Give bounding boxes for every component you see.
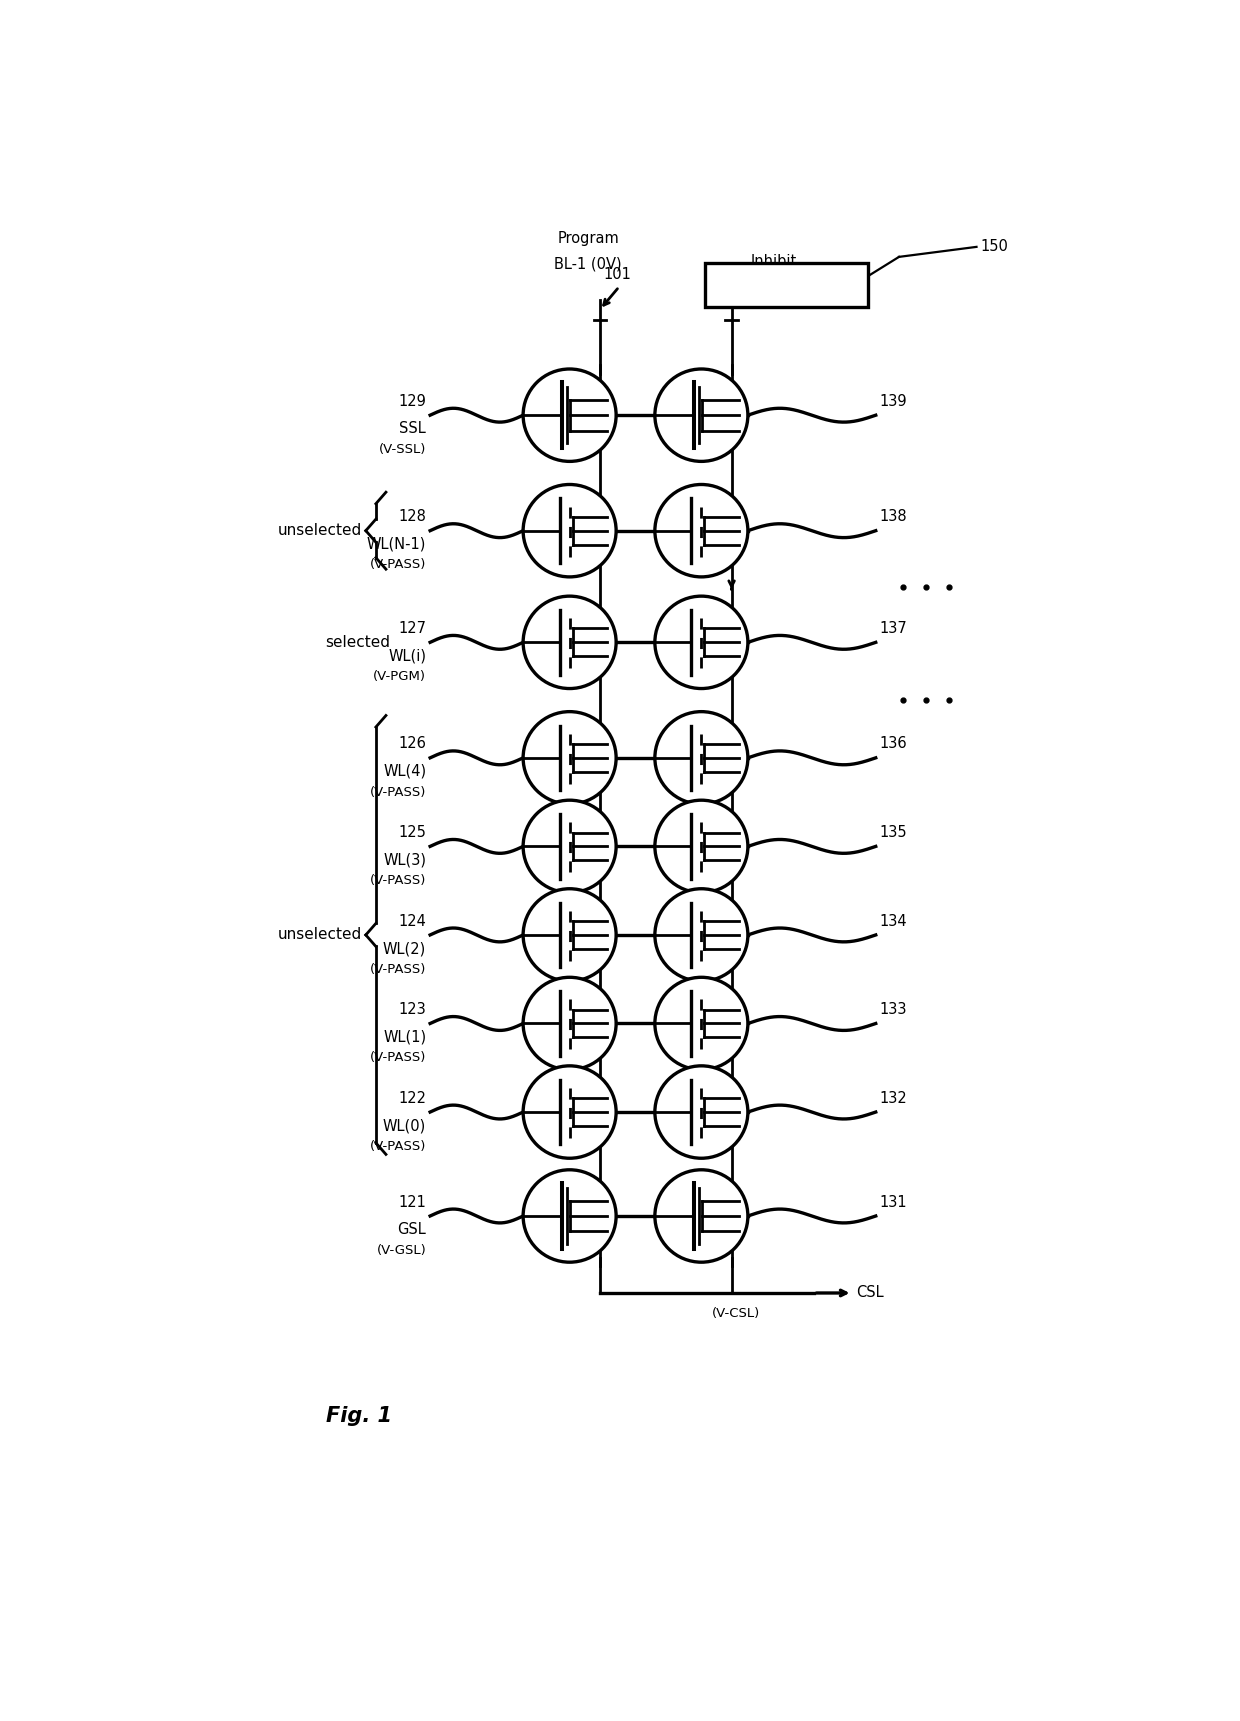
Circle shape bbox=[655, 888, 748, 981]
Circle shape bbox=[523, 1170, 616, 1261]
Text: 131: 131 bbox=[879, 1194, 908, 1210]
Text: Inhibit: Inhibit bbox=[751, 255, 797, 268]
Text: 133: 133 bbox=[879, 1002, 908, 1017]
Text: GSL: GSL bbox=[398, 1222, 427, 1237]
Text: 128: 128 bbox=[398, 509, 427, 525]
Text: (V-CSL): (V-CSL) bbox=[712, 1306, 760, 1320]
Text: selected: selected bbox=[325, 635, 391, 651]
Circle shape bbox=[655, 485, 748, 577]
Text: (V-PASS): (V-PASS) bbox=[370, 1052, 427, 1064]
Circle shape bbox=[655, 712, 748, 804]
Text: BL-1 (0V): BL-1 (0V) bbox=[554, 256, 622, 272]
Circle shape bbox=[655, 978, 748, 1070]
Circle shape bbox=[655, 1065, 748, 1158]
Circle shape bbox=[655, 368, 748, 461]
Text: 132: 132 bbox=[879, 1091, 908, 1105]
Text: (V-PASS): (V-PASS) bbox=[370, 874, 427, 886]
Text: WL(i): WL(i) bbox=[388, 649, 427, 664]
Text: BL-2 (V$_{BL}$): BL-2 (V$_{BL}$) bbox=[718, 274, 791, 293]
Text: (V-PASS): (V-PASS) bbox=[370, 558, 427, 571]
Circle shape bbox=[523, 595, 616, 688]
Text: 102: 102 bbox=[739, 268, 768, 284]
Text: Fig. 1: Fig. 1 bbox=[325, 1406, 392, 1427]
Text: 150: 150 bbox=[981, 239, 1008, 255]
Text: 135: 135 bbox=[879, 824, 908, 840]
Text: 137: 137 bbox=[879, 621, 908, 637]
Text: WL(4): WL(4) bbox=[383, 764, 427, 780]
Circle shape bbox=[523, 368, 616, 461]
Text: (V-SSL): (V-SSL) bbox=[379, 442, 427, 456]
Text: (V-PASS): (V-PASS) bbox=[370, 1139, 427, 1153]
Text: WL(N-1): WL(N-1) bbox=[367, 537, 427, 552]
Text: unselected: unselected bbox=[278, 523, 362, 539]
Circle shape bbox=[523, 712, 616, 804]
Text: 134: 134 bbox=[879, 914, 908, 929]
Text: WL(0): WL(0) bbox=[383, 1119, 427, 1132]
Text: 123: 123 bbox=[398, 1002, 427, 1017]
Text: Program: Program bbox=[557, 231, 619, 246]
Text: WL(3): WL(3) bbox=[383, 852, 427, 867]
Text: 122: 122 bbox=[398, 1091, 427, 1105]
Text: 139: 139 bbox=[879, 394, 908, 410]
Circle shape bbox=[523, 800, 616, 893]
Text: SSL: SSL bbox=[399, 422, 427, 437]
Text: (V-PASS): (V-PASS) bbox=[370, 785, 427, 799]
Circle shape bbox=[655, 800, 748, 893]
Text: 129: 129 bbox=[398, 394, 427, 410]
Text: 101: 101 bbox=[604, 267, 631, 282]
Text: unselected: unselected bbox=[278, 928, 362, 943]
Text: (V-PGM): (V-PGM) bbox=[373, 669, 427, 683]
Text: (V-PASS): (V-PASS) bbox=[370, 962, 427, 976]
Text: 124: 124 bbox=[398, 914, 427, 929]
Text: 136: 136 bbox=[879, 737, 908, 752]
Circle shape bbox=[523, 978, 616, 1070]
Text: WL(1): WL(1) bbox=[383, 1029, 427, 1045]
Text: (V-GSL): (V-GSL) bbox=[377, 1244, 427, 1256]
Circle shape bbox=[655, 595, 748, 688]
Circle shape bbox=[523, 888, 616, 981]
Circle shape bbox=[655, 1170, 748, 1261]
Text: 127: 127 bbox=[398, 621, 427, 637]
Text: Page Buffer: Page Buffer bbox=[743, 277, 831, 293]
Circle shape bbox=[523, 485, 616, 577]
Circle shape bbox=[523, 1065, 616, 1158]
Text: 125: 125 bbox=[398, 824, 427, 840]
FancyBboxPatch shape bbox=[706, 263, 868, 308]
Text: 126: 126 bbox=[398, 737, 427, 752]
Text: 121: 121 bbox=[398, 1194, 427, 1210]
Text: WL(2): WL(2) bbox=[383, 941, 427, 957]
Text: 138: 138 bbox=[879, 509, 908, 525]
Text: CSL: CSL bbox=[857, 1286, 884, 1301]
